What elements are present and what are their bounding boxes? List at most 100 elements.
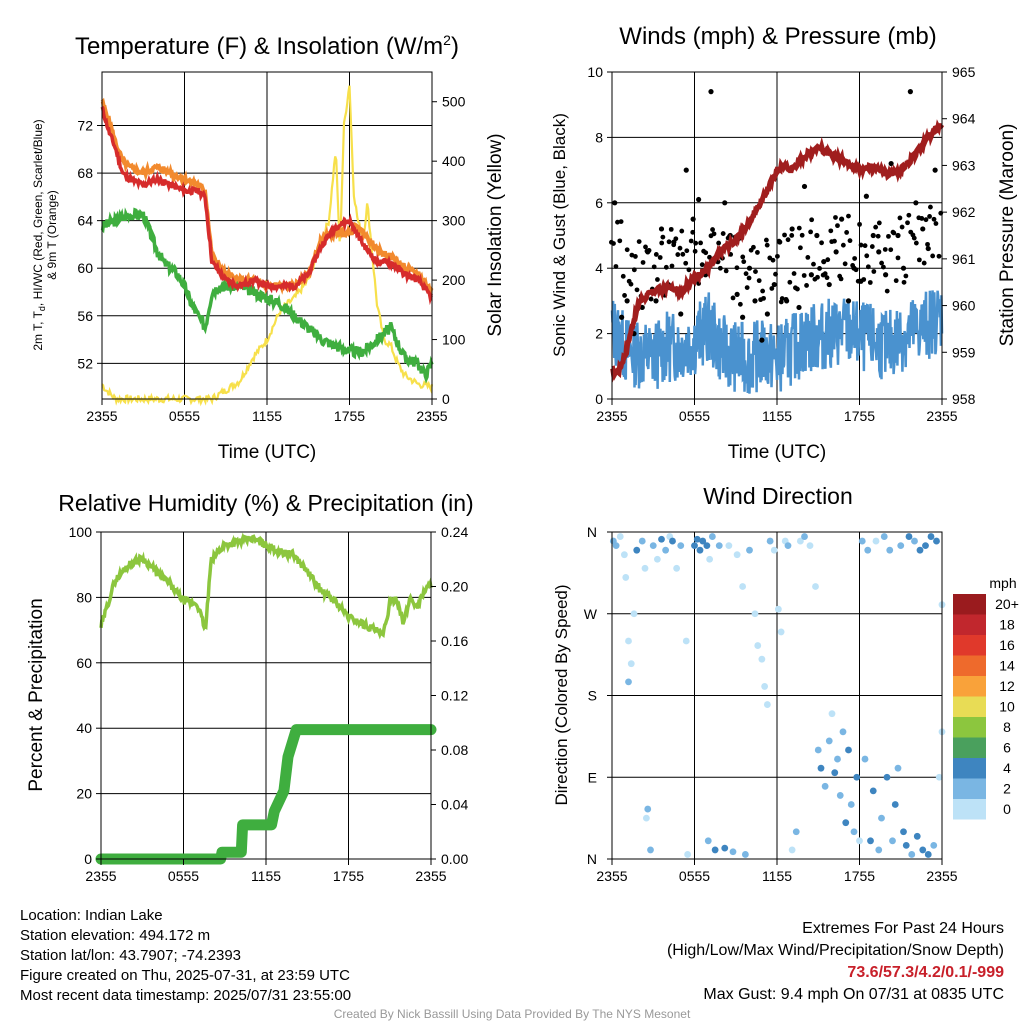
gust-point	[901, 279, 907, 285]
winds-ylabel-left: Sonic Wind & Gust (Blue, Black)	[550, 113, 569, 357]
gust-point	[932, 167, 938, 173]
colorbar-swatch	[953, 594, 986, 615]
svg-text:& 9m T (Orange): & 9m T (Orange)	[45, 190, 59, 280]
direction-point	[725, 542, 733, 550]
gust-point	[660, 234, 666, 240]
gust-point	[620, 273, 626, 279]
gust-point	[852, 256, 858, 261]
direction-point	[935, 773, 943, 781]
gust-point	[811, 261, 816, 267]
gust-point	[688, 238, 694, 244]
gust-point	[796, 225, 802, 231]
humidity-series	[95, 532, 437, 865]
gust-point	[690, 216, 696, 222]
gust-point	[760, 288, 766, 294]
direction-point	[625, 637, 632, 645]
direction-point	[653, 555, 661, 563]
y-tick-label-right: 400	[442, 153, 466, 169]
gust-point	[686, 267, 692, 273]
humidity-panel: Relative Humidity (%) & Precipitation (i…	[26, 490, 474, 884]
gust-point	[643, 244, 648, 250]
colorbar-swatch	[953, 799, 986, 820]
gust-point	[779, 296, 785, 301]
gust-point	[879, 260, 884, 266]
gust-point	[853, 267, 859, 273]
direction-point	[839, 728, 847, 736]
gust-point	[658, 226, 665, 232]
gust-point	[633, 254, 638, 259]
temperature-series	[100, 85, 434, 407]
direction-point	[836, 792, 844, 799]
y-tick-label-left: 0	[84, 851, 92, 867]
gust-point	[927, 214, 932, 219]
direction-point	[883, 773, 891, 781]
gust-point	[796, 304, 802, 311]
gust-point	[801, 183, 808, 190]
gust-point	[734, 291, 740, 297]
direction-point	[922, 542, 929, 550]
colorbar-swatch	[953, 737, 986, 758]
gust-point	[936, 253, 942, 259]
gust-point	[734, 265, 740, 271]
direction-point	[682, 637, 690, 645]
direction-point	[641, 564, 649, 572]
direction-point	[658, 535, 665, 543]
direction-point	[729, 848, 737, 856]
gust-point	[876, 220, 882, 226]
direction-point	[662, 546, 670, 554]
y-tick-label-left: 10	[587, 64, 603, 80]
gust-point	[897, 215, 903, 221]
gust-point	[722, 200, 728, 206]
gust-point	[619, 314, 625, 320]
gust-point	[699, 262, 705, 268]
gust-point	[931, 216, 937, 222]
gust-point	[913, 200, 919, 206]
colorbar-swatch	[953, 635, 986, 656]
station-info: Location: Indian Lake Station elevation:…	[20, 906, 351, 1006]
solar-insolation-line	[101, 85, 434, 407]
gust-point	[861, 277, 867, 282]
gust-point	[817, 266, 822, 271]
gust-point	[789, 233, 795, 238]
gust-point	[640, 260, 646, 265]
colorbar-swatch	[953, 655, 986, 676]
y-tick-label-right: 100	[442, 332, 466, 348]
relative-humidity-line	[99, 532, 433, 640]
gust-point	[751, 244, 756, 250]
gust-point	[648, 296, 654, 302]
y-tick-label-right: 964	[952, 111, 976, 127]
gust-point	[698, 240, 703, 246]
gust-point	[651, 264, 657, 270]
direction-point	[715, 542, 723, 550]
colorbar-label: 20+	[995, 596, 1019, 612]
gust-point	[814, 232, 820, 239]
direction-point	[831, 769, 839, 777]
y-tick-label-left: 0	[595, 391, 603, 407]
t2m-line	[100, 105, 434, 306]
gust-point	[684, 248, 690, 254]
gust-point	[746, 275, 752, 281]
gust-point	[824, 275, 830, 281]
y-tick-label-right: 0.00	[441, 851, 468, 867]
gust-point	[928, 204, 933, 210]
direction-point	[673, 564, 681, 572]
gust-point	[683, 260, 689, 266]
gust-point	[815, 274, 820, 280]
gust-point	[615, 219, 620, 225]
direction-point	[842, 819, 850, 827]
direction-point	[706, 555, 714, 563]
direction-point	[900, 828, 907, 836]
figure-created: Figure created on Thu, 2025-07-31, at 23…	[20, 967, 350, 984]
x-tick-label: 1755	[334, 408, 365, 424]
direction-point	[788, 846, 796, 854]
y-tick-label-left: 80	[76, 589, 92, 605]
gust-point	[905, 220, 910, 226]
gust-point	[756, 278, 762, 284]
y-tick-label-left: 2	[595, 326, 603, 342]
direction-tick-label: W	[584, 606, 598, 622]
gust-point	[693, 240, 699, 246]
y-tick-label-left: 52	[77, 355, 93, 371]
gust-point	[921, 260, 927, 266]
gust-point	[863, 193, 869, 199]
gust-point	[666, 239, 672, 245]
